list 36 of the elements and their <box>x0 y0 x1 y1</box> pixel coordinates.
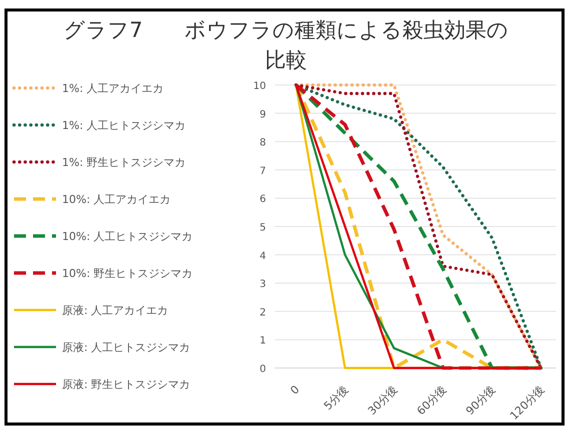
x-tick-label: 5分後 <box>321 382 352 413</box>
y-tick-label: 7 <box>260 166 266 177</box>
legend-label: 原液: 人工ヒトスジシマカ <box>62 341 190 354</box>
y-tick-label: 6 <box>260 194 266 206</box>
legend-label: 1%: 人工ヒトスジシマカ <box>62 119 186 132</box>
legend-label: 原液: 野生ヒトスジシマカ <box>62 378 190 391</box>
x-tick-label: 30分後 <box>365 382 400 418</box>
x-tick-label: 0 <box>288 382 302 398</box>
y-tick-label: 2 <box>260 307 266 318</box>
legend-item: 原液: 人工ヒトスジシマカ <box>14 341 190 354</box>
title: グラフ7 ボウフラの種類による殺虫効果の比較 <box>63 18 509 72</box>
legend-item: 10%: 人工ヒトスジシマカ <box>14 230 193 243</box>
x-tick-label: 60分後 <box>414 382 450 418</box>
y-tick-label: 3 <box>260 279 266 290</box>
legend-label: 原液: 人工アカイエカ <box>62 304 168 317</box>
y-tick-label: 9 <box>260 109 266 120</box>
legend-item: 原液: 野生ヒトスジシマカ <box>14 378 190 391</box>
legend-label: 10%: 人工アカイエカ <box>62 193 171 206</box>
legend-item: 10%: 野生ヒトスジシマカ <box>14 267 193 280</box>
x-tick-label: 90分後 <box>463 382 498 418</box>
legend-item: 1%: 人工アカイエカ <box>12 82 164 95</box>
y-tick-label: 8 <box>260 138 266 149</box>
legend-item: 原液: 人工アカイエカ <box>14 304 168 317</box>
x-tick-label: 120分後 <box>508 382 548 423</box>
legend-label: 10%: 人工ヒトスジシマカ <box>62 230 193 243</box>
legend-label: 10%: 野生ヒトスジシマカ <box>62 267 193 280</box>
legend-item: 1%: 野生ヒトスジシマカ <box>12 156 186 169</box>
y-tick-label: 10 <box>253 81 266 92</box>
y-tick-label: 0 <box>260 364 266 375</box>
y-tick-label: 1 <box>260 336 266 347</box>
legend-item: 1%: 人工ヒトスジシマカ <box>12 119 186 132</box>
legend-item: 10%: 人工アカイエカ <box>14 193 171 206</box>
legend-label: 1%: 人工アカイエカ <box>62 82 164 95</box>
y-tick-label: 4 <box>260 250 266 262</box>
y-tick-label: 5 <box>260 222 266 234</box>
legend-label: 1%: 野生ヒトスジシマカ <box>62 156 186 169</box>
